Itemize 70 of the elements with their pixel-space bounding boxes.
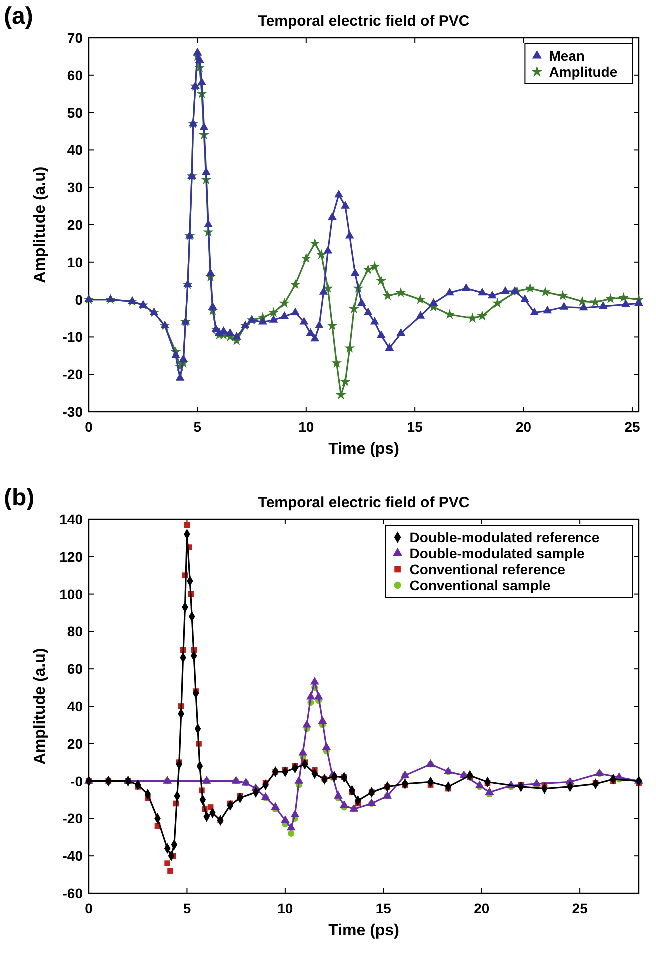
point — [298, 748, 308, 756]
point — [294, 776, 304, 784]
point — [302, 720, 312, 728]
legend-label: Amplitude — [549, 64, 618, 80]
y-tick-label: 10 — [67, 254, 84, 270]
y-tick-label: -10 — [62, 329, 84, 346]
y-tick-label: 30 — [67, 180, 84, 196]
y-tick-label: 80 — [67, 624, 84, 640]
y-tick-label: 60 — [67, 67, 84, 84]
legend-label: Mean — [549, 48, 585, 64]
point — [281, 815, 290, 824]
y-tick-label: -20 — [62, 366, 84, 383]
text: (b) — [4, 484, 35, 512]
y-tick-label: -40 — [62, 848, 84, 864]
y-tick-label: 50 — [67, 104, 84, 121]
point — [318, 716, 328, 724]
point — [164, 860, 170, 866]
y-tick-label: 100 — [60, 586, 84, 602]
legend-label: Conventional sample — [410, 578, 551, 594]
point — [168, 868, 174, 874]
x-tick-label: 20 — [474, 900, 490, 916]
point — [184, 522, 190, 528]
x-tick-label: 25 — [572, 900, 588, 916]
legend-label: Conventional reference — [410, 562, 566, 578]
x-axis-title: Time (ps) — [328, 441, 400, 458]
y-tick-label: 70 — [67, 30, 84, 46]
legend-label: Double-modulated reference — [410, 530, 600, 546]
point — [334, 791, 343, 799]
y-tick-label: 40 — [67, 142, 84, 158]
point — [310, 677, 320, 685]
y-tick-label: 20 — [67, 217, 84, 233]
point — [261, 792, 270, 800]
point — [288, 830, 295, 837]
x-tick-label: 15 — [376, 900, 392, 916]
chart-title: Temporal electric field of PVC — [258, 13, 470, 30]
y-tick-label: -20 — [62, 810, 84, 827]
point — [314, 692, 324, 700]
x-tick-label: 0 — [85, 419, 94, 435]
x-tick-label: 15 — [407, 419, 424, 435]
y-tick-label: 0 — [75, 292, 84, 308]
y-tick-label: 40 — [67, 698, 84, 714]
y-tick-label: -60 — [62, 886, 84, 902]
y-tick-label: -0 — [70, 773, 84, 790]
x-tick-label: 5 — [194, 419, 202, 435]
x-tick-label: 25 — [624, 419, 640, 435]
point — [271, 802, 280, 810]
y-axis-title: Amplitude (a.u) — [32, 648, 49, 765]
point — [340, 800, 349, 808]
y-tick-label: 60 — [67, 661, 84, 678]
point — [286, 822, 296, 831]
point — [290, 810, 300, 818]
x-tick-label: 10 — [298, 419, 314, 435]
chart-title: Temporal electric field of PVC — [258, 494, 470, 512]
legend-label: Double-modulated sample — [410, 546, 586, 562]
x-tick-label: 0 — [85, 900, 94, 916]
x-axis-title: Time (ps) — [328, 922, 400, 940]
y-tick-label: 140 — [60, 512, 84, 528]
point — [322, 742, 332, 750]
text: (a) — [4, 3, 34, 30]
point — [532, 778, 542, 787]
point — [485, 787, 494, 796]
x-tick-label: 5 — [183, 900, 192, 916]
y-tick-label: -30 — [62, 404, 84, 420]
x-tick-label: 10 — [278, 900, 294, 916]
y-tick-label: 120 — [60, 548, 84, 565]
y-axis-title: Amplitude (a.u) — [32, 166, 49, 284]
point — [475, 780, 484, 788]
x-tick-label: 20 — [516, 419, 532, 435]
point — [306, 692, 316, 700]
y-tick-label: 20 — [67, 736, 84, 752]
